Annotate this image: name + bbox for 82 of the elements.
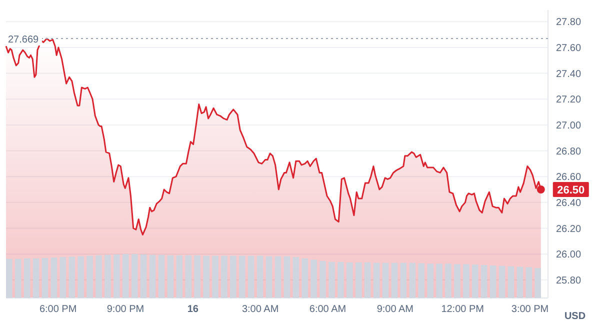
bar	[454, 264, 460, 298]
y-tick-label: 27.80	[556, 17, 582, 28]
bar	[516, 266, 524, 298]
y-tick-label: 27.20	[556, 94, 582, 106]
bar	[436, 264, 442, 298]
bar	[32, 258, 40, 298]
bar	[60, 257, 66, 298]
bar	[490, 265, 496, 298]
bar	[400, 262, 407, 298]
bar	[78, 256, 84, 298]
x-tick-label: 16	[187, 304, 199, 315]
bar	[68, 256, 76, 298]
x-tick-label: 3:00 AM	[242, 304, 279, 315]
bar	[114, 254, 120, 298]
bar	[149, 254, 156, 298]
x-tick-label: 3:00 PM	[511, 304, 549, 315]
x-tick-label: 9:00 PM	[106, 304, 144, 315]
bar	[212, 256, 218, 298]
bar	[292, 257, 300, 298]
y-tick-label: 26.20	[556, 224, 582, 235]
bar	[6, 258, 12, 298]
bar	[418, 263, 424, 298]
bar	[346, 262, 353, 298]
bar	[230, 256, 236, 298]
bar	[355, 262, 362, 298]
x-tick-label: 9:00 AM	[376, 304, 414, 315]
bar	[364, 262, 371, 298]
y-axis-title: USD	[564, 311, 586, 322]
bar	[463, 264, 470, 298]
bar	[50, 258, 58, 298]
y-tick-label: 27.00	[556, 120, 582, 132]
bar	[239, 256, 246, 298]
bar	[96, 255, 102, 298]
y-tick-label: 27.60	[556, 42, 582, 54]
bar	[373, 262, 380, 298]
bar	[104, 254, 111, 298]
bar	[526, 267, 532, 298]
bar	[382, 262, 389, 298]
bar	[310, 260, 317, 298]
bar	[302, 258, 308, 298]
ref-line-label: 27.669	[8, 34, 40, 46]
bar	[167, 255, 174, 298]
y-tick-label: 26.80	[556, 146, 582, 158]
bar	[508, 266, 514, 298]
bar	[266, 256, 272, 298]
bar	[131, 254, 138, 298]
bar	[185, 255, 192, 298]
bar	[14, 258, 22, 298]
bar	[86, 256, 93, 298]
x-tick-label: 6:00 PM	[39, 304, 77, 315]
bar	[274, 256, 282, 298]
x-tick-label: 12:00 PM	[441, 304, 484, 315]
y-tick-label: 26.60	[556, 172, 582, 184]
bar	[427, 264, 434, 298]
bar	[42, 258, 48, 298]
bar	[391, 262, 398, 298]
bar	[140, 254, 147, 298]
y-tick-label: 26.40	[556, 198, 582, 209]
bar	[248, 256, 254, 298]
bar	[338, 262, 344, 298]
bar	[534, 268, 541, 298]
bar	[498, 266, 506, 298]
bar	[24, 258, 30, 298]
bar	[284, 256, 290, 298]
bar	[445, 264, 452, 298]
bar	[122, 254, 129, 298]
x-tick-label: 6:00 AM	[309, 304, 346, 315]
bar	[256, 256, 264, 298]
y-tick-label: 27.40	[556, 68, 582, 80]
bar	[158, 254, 165, 298]
annotation: 26.50	[557, 184, 585, 197]
y-tick-label: 25.80	[556, 275, 582, 286]
bar	[328, 262, 335, 298]
bar	[176, 255, 183, 298]
y-tick-label: 26.00	[556, 250, 582, 261]
bar	[480, 265, 488, 298]
bar	[320, 261, 326, 298]
bar	[409, 262, 416, 298]
bar	[203, 256, 210, 298]
bar	[472, 264, 478, 298]
bar	[194, 255, 200, 298]
bar	[221, 256, 228, 298]
